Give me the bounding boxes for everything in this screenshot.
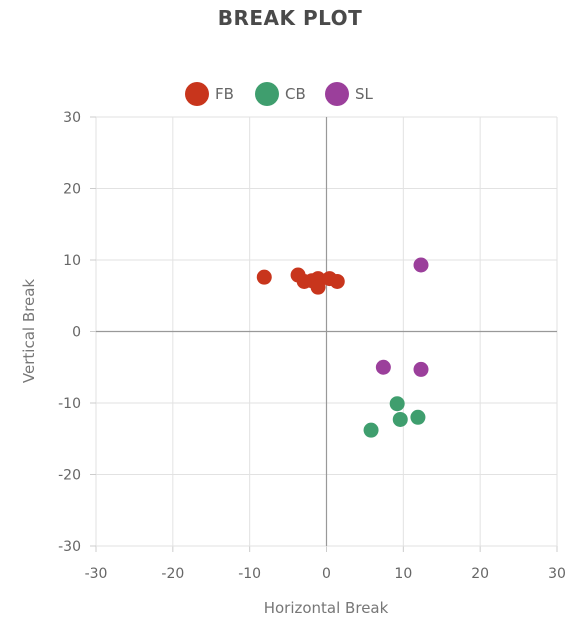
legend-item-cb[interactable]: CB <box>255 82 306 106</box>
point-fb[interactable] <box>329 273 345 289</box>
x-tick-label: 20 <box>471 566 489 582</box>
x-tick-label: 0 <box>322 566 331 582</box>
point-cb[interactable] <box>363 422 379 438</box>
y-tick-label: -10 <box>58 396 81 412</box>
legend-item-sl[interactable]: SL <box>325 82 374 106</box>
point-fb[interactable] <box>310 279 326 295</box>
y-tick-label: 10 <box>63 253 81 269</box>
x-tick-label: -10 <box>238 566 261 582</box>
point-cb[interactable] <box>392 411 408 427</box>
y-axis-label: Vertical Break <box>20 279 38 383</box>
point-cb[interactable] <box>410 409 426 425</box>
legend-label: SL <box>355 85 374 103</box>
legend[interactable]: FB CB SL <box>185 82 374 106</box>
tick-labels: -30 -20 -10 0 10 20 30 30 20 10 0 -10 -20 -30 <box>58 110 566 582</box>
point-sl[interactable] <box>413 257 429 273</box>
x-tick-label: 30 <box>548 566 566 582</box>
point-sl[interactable] <box>375 359 391 375</box>
x-tick-label: -20 <box>161 566 184 582</box>
data-points <box>256 257 429 438</box>
legend-marker <box>325 82 349 106</box>
chart-title: BREAK PLOT <box>217 6 363 30</box>
legend-marker <box>185 82 209 106</box>
legend-item-fb[interactable]: FB <box>185 82 234 106</box>
y-tick-label: 30 <box>63 110 81 126</box>
point-sl[interactable] <box>413 361 429 377</box>
y-tick-label: -30 <box>58 539 81 555</box>
point-fb[interactable] <box>256 269 272 285</box>
legend-label: CB <box>285 85 306 103</box>
legend-marker <box>255 82 279 106</box>
x-tick-label: -30 <box>85 566 108 582</box>
legend-label: FB <box>215 85 234 103</box>
y-tick-label: 20 <box>63 182 81 198</box>
point-cb[interactable] <box>389 396 405 412</box>
zero-axes <box>96 117 557 546</box>
y-tick-label: -20 <box>58 468 81 484</box>
y-tick-label: 0 <box>72 325 81 341</box>
grid-lines <box>90 116 558 552</box>
x-tick-label: 10 <box>394 566 412 582</box>
x-axis-label: Horizontal Break <box>264 599 389 617</box>
